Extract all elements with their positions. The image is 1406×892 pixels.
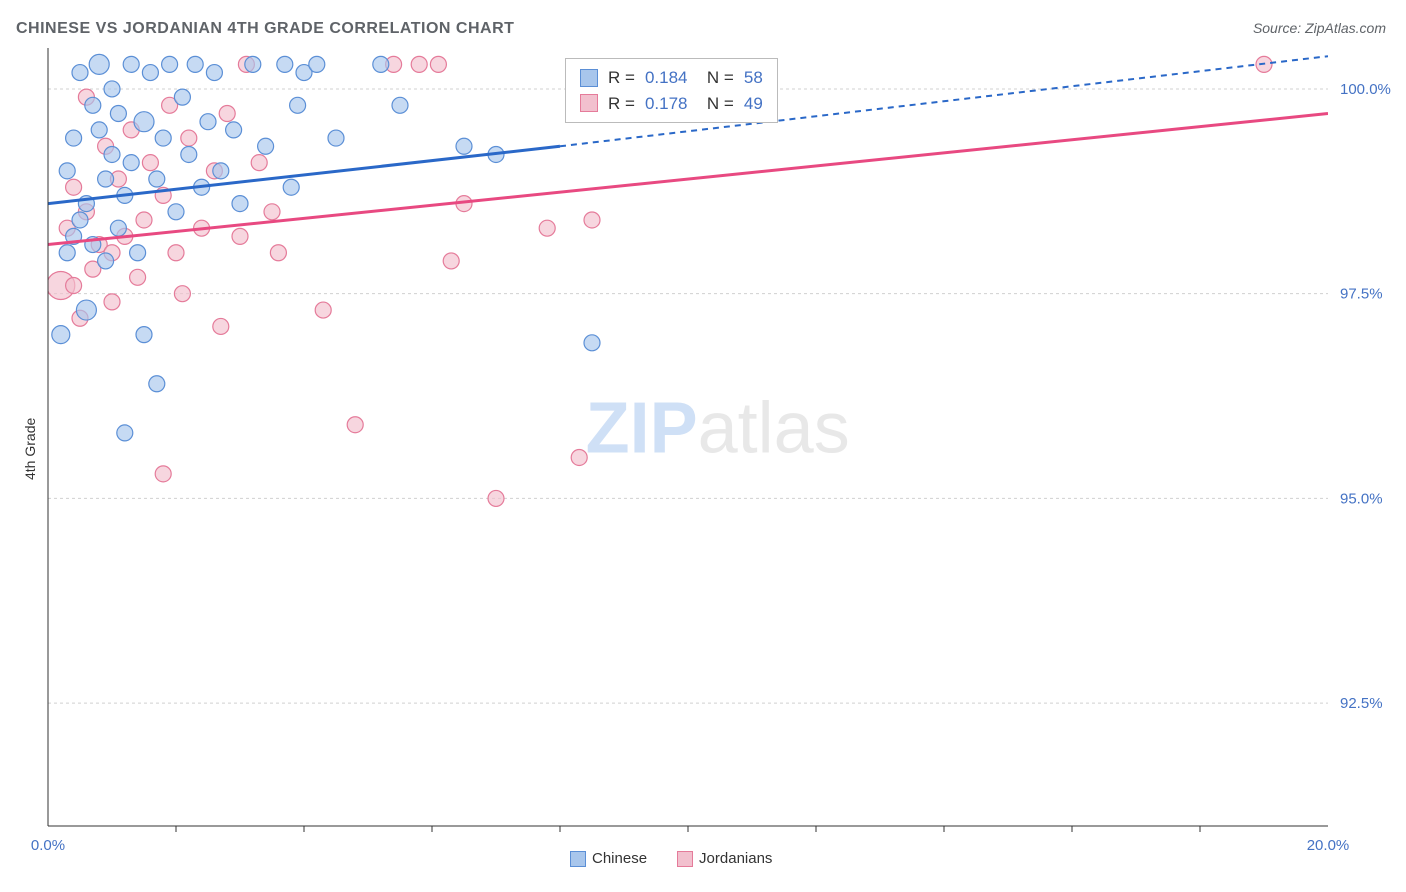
chart-container: CHINESE VS JORDANIAN 4TH GRADE CORRELATI… <box>0 0 1406 892</box>
correlation-stat-box: R =0.184 N =58R =0.178 N =49 <box>565 58 778 123</box>
svg-text:95.0%: 95.0% <box>1340 490 1383 507</box>
legend-label: Chinese <box>592 850 647 867</box>
legend: Chinese Jordanians <box>570 850 772 867</box>
legend-swatch-icon <box>570 851 586 867</box>
r-value: 0.184 <box>645 65 688 91</box>
svg-text:0.0%: 0.0% <box>31 837 65 854</box>
r-value: 0.178 <box>645 91 688 117</box>
series-swatch-icon <box>580 94 598 112</box>
stat-row: R =0.184 N =58 <box>580 65 763 91</box>
legend-label: Jordanians <box>699 850 772 867</box>
svg-text:97.5%: 97.5% <box>1340 286 1383 303</box>
svg-text:20.0%: 20.0% <box>1307 837 1350 854</box>
n-value: 58 <box>744 65 763 91</box>
series-swatch-icon <box>580 69 598 87</box>
n-value: 49 <box>744 91 763 117</box>
stat-row: R =0.178 N =49 <box>580 91 763 117</box>
svg-text:92.5%: 92.5% <box>1340 695 1383 712</box>
svg-text:100.0%: 100.0% <box>1340 81 1391 98</box>
legend-item: Jordanians <box>677 850 772 867</box>
legend-swatch-icon <box>677 851 693 867</box>
legend-item: Chinese <box>570 850 647 867</box>
scatter-plot: 92.5% 95.0% 97.5% 100.0% ZIPatlas 0.0% 20.0% <box>0 0 1406 892</box>
svg-text:ZIPatlas: ZIPatlas <box>586 389 850 469</box>
